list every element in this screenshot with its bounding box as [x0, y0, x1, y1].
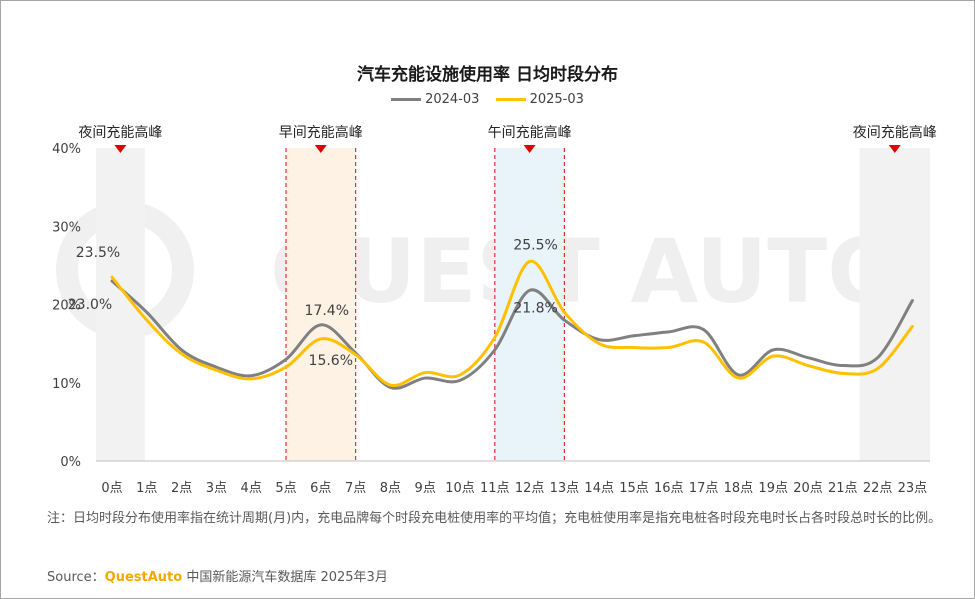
data-label: 25.5%	[513, 237, 557, 253]
x-tick-label: 14点	[584, 481, 614, 496]
x-tick-label: 1点	[136, 481, 157, 496]
peak-zone-label-2: 午间充能高峰	[488, 124, 572, 141]
x-tick-label: 23点	[898, 481, 928, 496]
legend-item-2025: 2025-03	[495, 92, 584, 107]
peak-zone-label-1: 早间充能高峰	[279, 124, 363, 141]
source-brand: QuestAuto	[104, 570, 183, 585]
x-tick-label: 20点	[793, 481, 823, 496]
source-line: Source：QuestAuto 中国新能源汽车数据库 2025年3月	[47, 566, 388, 585]
peak-zone-marker-1	[314, 145, 327, 153]
peak-zones: 夜间充能高峰 早间充能高峰 午间充能高峰 夜间充能高峰	[78, 124, 937, 461]
legend-label-2024: 2024-03	[425, 92, 480, 107]
legend-swatch-2024	[391, 98, 422, 101]
x-tick-label: 4点	[241, 481, 262, 496]
peak-zone-marker-0	[114, 145, 127, 153]
y-tick-label: 20%	[52, 299, 81, 314]
data-label: 17.4%	[305, 303, 349, 319]
axes: 0% 10% 20% 30% 40% 0点 1点 2点 3点 4点 5点 6点 7点 8点 9点 10点 11点…	[52, 142, 930, 496]
y-tick-label: 10%	[52, 377, 81, 392]
peak-zone-1	[286, 148, 356, 461]
y-tick-label: 0%	[60, 455, 81, 470]
series-line-2025-03	[110, 259, 914, 387]
series-line-2024-03	[110, 279, 914, 390]
x-tick-label: 3点	[206, 481, 227, 496]
x-tick-label: 9点	[415, 481, 436, 496]
data-label: 23.0%	[68, 297, 112, 313]
x-tick-label: 7点	[345, 481, 366, 496]
data-label: 21.8%	[513, 300, 557, 316]
data-label: 15.6%	[309, 353, 353, 369]
peak-zone-2	[494, 148, 565, 461]
chart-title: 汽车充能设施使用率 日均时段分布	[357, 65, 618, 85]
x-tick-label: 16点	[654, 481, 684, 496]
y-tick-label: 40%	[52, 142, 81, 157]
x-tick-label: 21点	[828, 481, 858, 496]
data-labels: 23.5% 23.0% 17.4% 15.6% 25.5% 21.8%	[68, 237, 558, 368]
source-prefix: Source：	[47, 570, 105, 585]
x-tick-label: 6点	[310, 481, 331, 496]
legend-label-2025: 2025-03	[529, 92, 584, 107]
x-tick-label: 12点	[515, 481, 545, 496]
source-text: 中国新能源汽车数据库 2025年3月	[182, 570, 388, 585]
x-tick-label: 18点	[724, 481, 754, 496]
x-tick-label: 2点	[171, 481, 192, 496]
watermark: QUEST AUTO	[56, 201, 902, 339]
x-tick-label: 10点	[445, 481, 475, 496]
x-tick-label: 22点	[863, 481, 893, 496]
x-tick-label: 11点	[480, 481, 510, 496]
peak-zone-label-0: 夜间充能高峰	[78, 124, 162, 141]
legend-item-2024: 2024-03	[391, 92, 479, 107]
x-tick-label: 0点	[101, 481, 122, 496]
y-tick-label: 30%	[52, 220, 81, 235]
x-tick-label: 17点	[689, 481, 719, 496]
x-tick-label: 8点	[380, 481, 401, 496]
footnote: 注：日均时段分布使用率指在统计周期(月)内，充电品牌每个时段充电桩使用率的平均值…	[47, 511, 942, 526]
x-tick-label: 15点	[619, 481, 649, 496]
legend-swatch-2025	[495, 98, 526, 101]
peak-zone-marker-3	[888, 145, 901, 153]
legend: 2024-03 2025-03	[0, 92, 975, 107]
peak-zone-marker-2	[523, 145, 536, 153]
x-tick-label: 19点	[758, 481, 788, 496]
watermark-text: QUEST AUTO	[270, 220, 902, 323]
series-lines	[110, 259, 914, 390]
data-label: 23.5%	[76, 245, 120, 261]
peak-zone-3	[859, 148, 930, 461]
x-tick-label: 5点	[275, 481, 296, 496]
x-tick-label: 13点	[550, 481, 580, 496]
peak-zone-label-3: 夜间充能高峰	[853, 124, 937, 141]
